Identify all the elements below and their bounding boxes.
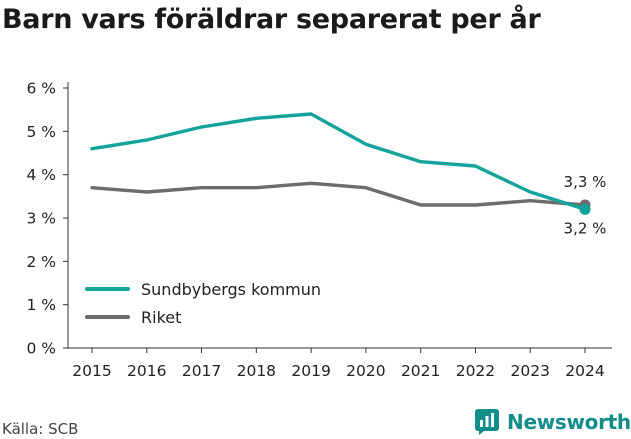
- x-tick-label: 2023: [510, 362, 549, 380]
- x-tick-label: 2021: [401, 362, 440, 380]
- series-line-riket: [90, 181, 587, 207]
- x-tick-label: 2019: [291, 362, 330, 380]
- x-tick-label: 2017: [182, 362, 221, 380]
- chart-title: Barn vars föräldrar separerat per år: [2, 4, 541, 35]
- y-tick-label: 6 %: [26, 80, 56, 98]
- x-axis: 2015 2016 2017 2018 2019 2020 2021 2022 2023 2024: [68, 347, 612, 380]
- x-tick-label: 2018: [237, 362, 276, 380]
- brand-logo: Newsworthy: [475, 408, 631, 436]
- y-axis: 0 % 1 % 2 % 3 % 4 % 5 % 6 %: [26, 80, 69, 358]
- x-tick-label: 2020: [346, 362, 385, 380]
- end-label-sundbyberg: 3,2 %: [564, 219, 607, 237]
- end-point-sundbyberg: [579, 203, 591, 215]
- y-tick-label: 5 %: [26, 123, 56, 141]
- y-tick-label: 0 %: [26, 340, 56, 358]
- legend-label: Riket: [141, 308, 181, 327]
- legend-label: Sundbybergs kommun: [141, 280, 321, 299]
- end-labels: 3,3 % 3,2 %: [564, 173, 607, 237]
- x-tick-label: 2022: [456, 362, 495, 380]
- plot-lines: [90, 112, 591, 215]
- x-tick-label: 2016: [127, 362, 166, 380]
- x-tick-label: 2015: [72, 362, 111, 380]
- x-tick-label: 2024: [565, 362, 604, 380]
- source-note: Källa: SCB: [2, 420, 79, 438]
- end-label-riket: 3,3 %: [564, 173, 607, 191]
- y-tick-label: 3 %: [26, 210, 56, 228]
- y-tick-label: 4 %: [26, 166, 56, 184]
- y-tick-label: 2 %: [26, 253, 56, 271]
- series-line-sundbyberg: [90, 112, 587, 212]
- y-tick-label: 1 %: [26, 296, 56, 314]
- brand-name: Newsworthy: [507, 410, 631, 434]
- legend: Sundbybergs kommun Riket: [85, 280, 321, 327]
- newsworthy-logo-icon: [475, 409, 499, 435]
